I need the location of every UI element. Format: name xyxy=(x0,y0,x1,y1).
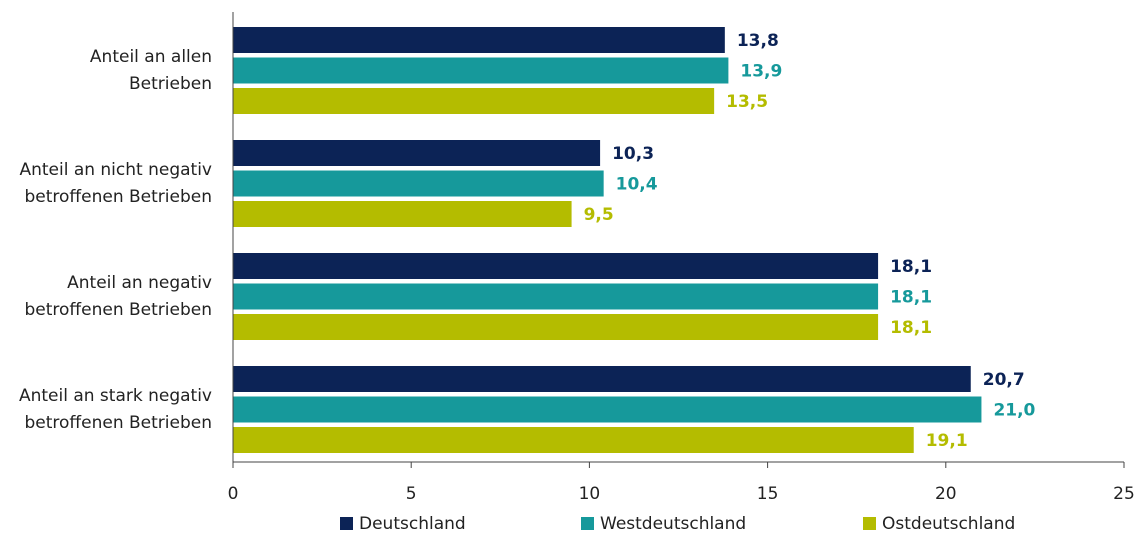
bar xyxy=(233,396,982,423)
x-tick-label: 5 xyxy=(406,484,417,504)
value-label: 18,1 xyxy=(890,257,932,277)
bar xyxy=(233,57,729,84)
legend-swatch xyxy=(340,517,353,530)
legend-label: Ostdeutschland xyxy=(882,514,1015,534)
category-label: Anteil an negativ betroffenen Betrieben xyxy=(24,272,213,320)
bar xyxy=(233,201,572,227)
legend-swatch xyxy=(863,517,876,530)
x-tick-label: 20 xyxy=(935,484,957,504)
value-label: 13,5 xyxy=(726,92,768,112)
bar xyxy=(233,253,879,279)
value-label: 20,7 xyxy=(983,370,1025,390)
category-label: Anteil an allen Betrieben xyxy=(89,46,212,94)
value-label: 18,1 xyxy=(890,288,932,308)
value-label: 13,8 xyxy=(737,31,779,51)
value-label: 10,3 xyxy=(612,144,654,164)
x-tick-label: 25 xyxy=(1113,484,1135,504)
x-tick-label: 0 xyxy=(228,484,239,504)
bar xyxy=(233,314,879,340)
category-label: Anteil an nicht negativ betroffenen Betr… xyxy=(19,159,212,207)
legend-swatch xyxy=(581,517,594,530)
value-label: 10,4 xyxy=(616,175,658,195)
bar xyxy=(233,427,914,453)
value-label: 21,0 xyxy=(993,401,1035,421)
bar xyxy=(233,140,601,166)
value-label: 13,9 xyxy=(740,62,782,82)
value-label: 19,1 xyxy=(926,431,968,451)
bar xyxy=(233,88,715,114)
bar xyxy=(233,170,604,197)
bar xyxy=(233,283,879,310)
bar xyxy=(233,366,971,392)
x-tick-label: 15 xyxy=(757,484,779,504)
x-tick-label: 10 xyxy=(579,484,601,504)
legend-label: Westdeutschland xyxy=(600,514,746,534)
legend-label: Deutschland xyxy=(359,514,466,534)
category-label: Anteil an stark negativ betroffenen Betr… xyxy=(18,385,212,433)
bar xyxy=(233,27,725,53)
value-label: 18,1 xyxy=(890,318,932,338)
value-label: 9,5 xyxy=(584,205,614,225)
